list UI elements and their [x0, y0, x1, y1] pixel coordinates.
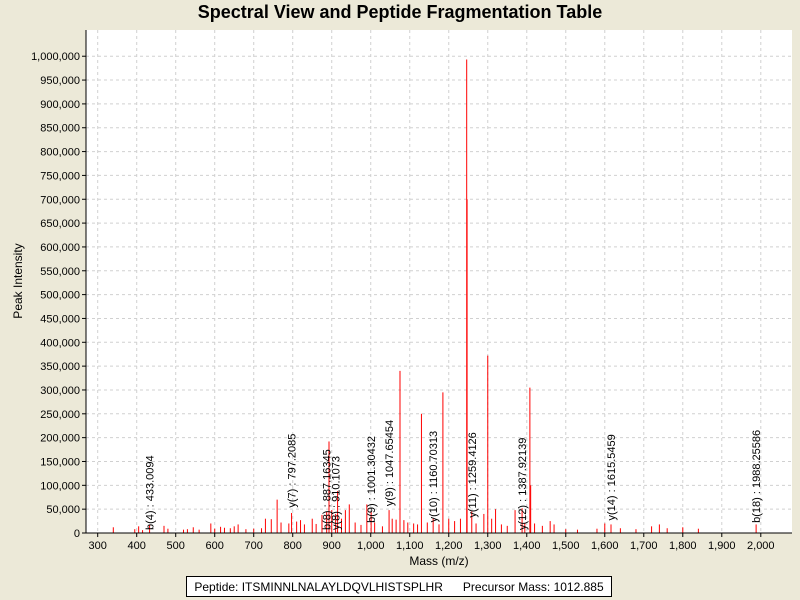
y-tick-label: 400,000 [40, 337, 80, 349]
y-tick-label: 200,000 [40, 433, 80, 445]
plot-area [86, 30, 792, 533]
x-tick-label: 1,700 [630, 540, 658, 552]
fragment-annotation-label: b(9) : 1001.30432 [366, 436, 378, 523]
y-tick-label: 750,000 [40, 170, 80, 182]
y-tick-label: 850,000 [40, 123, 80, 135]
x-tick-label: 1,400 [513, 540, 541, 552]
fragment-annotation-label: b(18) : 1988.25586 [751, 430, 763, 523]
axes-layer [85, 30, 792, 534]
y-tick-label: 600,000 [40, 242, 80, 254]
precursor-mass-label: Precursor Mass: 1012.885 [462, 579, 604, 594]
x-tick-label: 1,600 [591, 540, 619, 552]
y-tick-label: 800,000 [40, 147, 80, 159]
y-tick-label: 100,000 [40, 480, 80, 492]
x-tick-label: 1,000 [357, 540, 385, 552]
fragment-annotation-label: y(10) : 1160.70313 [428, 431, 440, 523]
peaks-layer [112, 59, 757, 533]
y-tick-label: 250,000 [40, 409, 80, 421]
x-axis-label: Mass (m/z) [409, 554, 468, 568]
fragment-annotation-label: y(9) : 1047.65454 [384, 420, 396, 506]
y-tick-label: 550,000 [40, 266, 80, 278]
x-tick-label: 1,500 [552, 540, 580, 552]
chart-title: Spectral View and Peptide Fragmentation … [197, 2, 603, 22]
y-tick-label: 700,000 [40, 194, 80, 206]
y-axis-label: Peak Intensity [11, 243, 25, 318]
fragment-annotation-label: y(14) : 1615.5459 [606, 434, 618, 520]
fragment-annotation-label: b(4) : 433.0094 [145, 455, 157, 530]
y-tick-label: 50,000 [46, 504, 80, 516]
x-tick-label: 800 [284, 540, 302, 552]
fragment-annotation-label: b(8) : 887.16345 [322, 449, 334, 530]
fragment-annotation-label: y(7) : 797.2085 [287, 434, 299, 508]
x-tick-label: 900 [323, 540, 341, 552]
fragment-annotation-label: y(11) : 1259.4126 [467, 432, 479, 517]
x-tick-label: 2,000 [747, 540, 775, 552]
peptide-info-box: Peptide: ITSMINNLNALAYLDQVLHISTSPLHR Pre… [186, 576, 612, 597]
y-tick-label: 650,000 [40, 218, 80, 230]
info-spacer [443, 580, 463, 594]
y-tick-label: 350,000 [40, 361, 80, 373]
annotations-layer: b(4) : 433.0094 y(7) : 797.2085 b(8) : 887… [145, 420, 764, 530]
x-tick-label: 1,800 [669, 540, 697, 552]
x-tick-label: 1,900 [708, 540, 736, 552]
y-tick-label: 300,000 [40, 385, 80, 397]
x-tick-label: 600 [206, 540, 224, 552]
x-tick-label: 500 [167, 540, 185, 552]
grid-layer [86, 30, 792, 534]
y-tick-label: 0 [74, 528, 80, 540]
y-tick-label: 1,000,000 [31, 51, 80, 63]
x-tick-label: 1,200 [435, 540, 463, 552]
x-tick-label: 300 [89, 540, 107, 552]
x-tick-label: 700 [245, 540, 263, 552]
y-tick-label: 500,000 [40, 290, 80, 302]
x-tick-label: 1,300 [474, 540, 502, 552]
peptide-label: Peptide: ITSMINNLNALAYLDQVLHISTSPLHR [194, 579, 443, 594]
y-ticks: 0 50,000 100,000 150,000 200,000 250,000 300,0… [31, 51, 86, 540]
x-tick-label: 1,100 [396, 540, 424, 552]
fragment-annotation-label: y(12) : 1387.92139 [517, 438, 529, 530]
x-tick-label: 400 [128, 540, 146, 552]
fragment-annotation-label: y(8) : 910.1073 [331, 456, 343, 530]
y-tick-label: 950,000 [40, 75, 80, 87]
x-ticks: 300 400 500 600 700 800 900 1,000 1,100 1,200 1,30… [89, 533, 775, 552]
y-tick-label: 900,000 [40, 99, 80, 111]
y-tick-label: 150,000 [40, 456, 80, 468]
y-tick-label: 450,000 [40, 313, 80, 325]
